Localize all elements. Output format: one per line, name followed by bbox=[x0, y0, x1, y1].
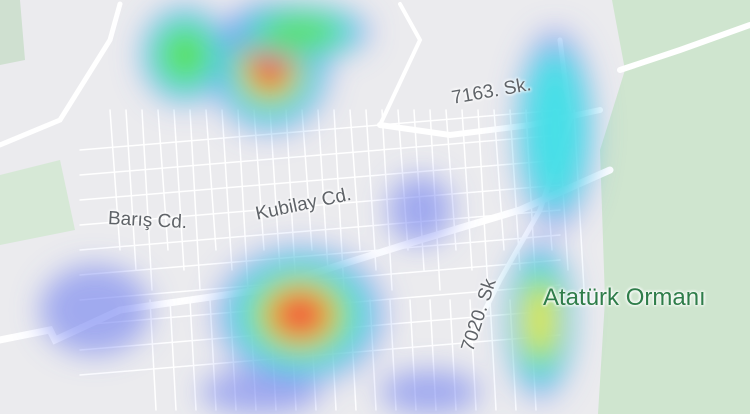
heat-spot bbox=[200, 370, 320, 414]
heat-spot bbox=[380, 370, 480, 414]
street-minor bbox=[317, 109, 329, 271]
road-park-north bbox=[617, 22, 750, 73]
park-label-ataturk-ormani[interactable]: Atatürk Ormanı bbox=[543, 284, 706, 311]
street-minor bbox=[365, 109, 377, 271]
park-area bbox=[598, 0, 750, 414]
street-minor bbox=[141, 109, 153, 291]
heat-spot bbox=[270, 290, 330, 340]
heat-spot bbox=[523, 50, 587, 210]
street-minor bbox=[205, 109, 217, 251]
road-north bbox=[378, 2, 423, 127]
street-minor bbox=[253, 109, 265, 251]
street-minor bbox=[79, 184, 561, 226]
street-minor bbox=[79, 134, 561, 176]
street-minor bbox=[173, 109, 185, 271]
street-minor bbox=[509, 109, 521, 271]
street-minor bbox=[169, 299, 177, 411]
street-minor bbox=[221, 109, 233, 271]
street-minor bbox=[189, 299, 197, 411]
street-minor bbox=[477, 109, 489, 291]
heat-spot bbox=[158, 25, 212, 85]
street-minor bbox=[301, 109, 313, 251]
street-minor bbox=[109, 109, 121, 251]
street-minor bbox=[125, 109, 137, 271]
street-minor bbox=[237, 109, 249, 291]
street-minor bbox=[189, 109, 201, 291]
street-minor bbox=[349, 109, 361, 251]
heat-spot bbox=[40, 265, 150, 355]
street-minor bbox=[149, 299, 157, 411]
street-minor bbox=[445, 109, 457, 251]
street-label-baris: Barış Cd. bbox=[107, 208, 188, 234]
street-minor bbox=[79, 209, 561, 251]
street-minor bbox=[269, 109, 281, 271]
street-minor bbox=[79, 159, 561, 201]
park-area-topleft bbox=[0, 0, 25, 65]
street-minor bbox=[461, 109, 473, 271]
heat-spot bbox=[524, 284, 556, 356]
street-minor bbox=[157, 109, 169, 251]
heat-spot bbox=[388, 175, 452, 245]
street-minor bbox=[489, 299, 497, 411]
heatmap-layer bbox=[40, 2, 595, 414]
heat-spot bbox=[258, 14, 342, 50]
park-area-left bbox=[0, 160, 75, 245]
street-minor bbox=[493, 109, 505, 251]
road-west bbox=[0, 1, 123, 148]
street-minor bbox=[79, 109, 561, 151]
